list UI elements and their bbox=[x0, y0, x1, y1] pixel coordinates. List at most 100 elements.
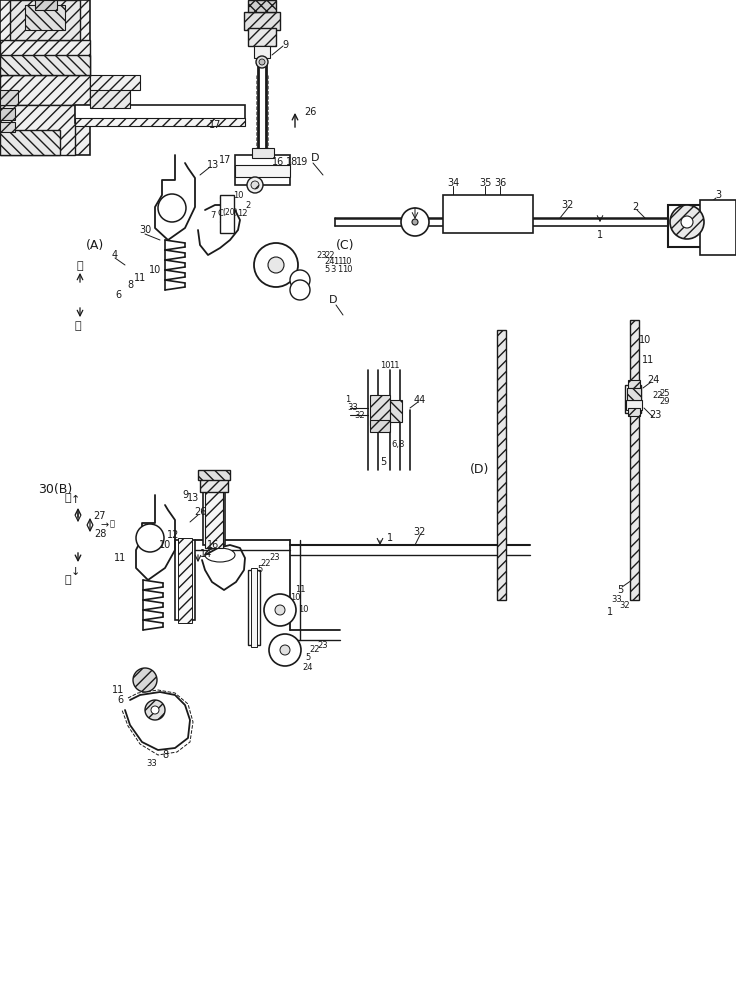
Circle shape bbox=[136, 524, 164, 552]
Circle shape bbox=[259, 59, 265, 65]
Text: 22: 22 bbox=[653, 390, 663, 399]
Text: 10: 10 bbox=[149, 265, 161, 275]
Text: 7: 7 bbox=[210, 211, 216, 220]
Bar bbox=[254, 46, 270, 58]
Text: 26: 26 bbox=[194, 507, 206, 517]
Text: 34: 34 bbox=[447, 178, 459, 188]
Bar bbox=[497, 330, 506, 600]
Bar bbox=[628, 408, 640, 416]
Text: (D): (D) bbox=[470, 464, 489, 477]
Text: 16: 16 bbox=[272, 157, 284, 167]
Text: 噌: 噌 bbox=[110, 520, 115, 528]
Bar bbox=[625, 385, 641, 413]
Text: 10: 10 bbox=[380, 360, 390, 369]
Text: 14: 14 bbox=[200, 549, 212, 559]
Text: 10: 10 bbox=[341, 257, 351, 266]
Text: 4: 4 bbox=[112, 250, 118, 260]
Circle shape bbox=[412, 219, 418, 225]
Text: 1: 1 bbox=[597, 230, 603, 240]
Circle shape bbox=[256, 56, 268, 68]
Bar bbox=[248, 0, 276, 12]
Text: 32: 32 bbox=[562, 200, 574, 210]
Text: 28: 28 bbox=[93, 529, 106, 539]
Text: 8: 8 bbox=[162, 750, 168, 760]
Bar bbox=[178, 538, 192, 623]
Bar bbox=[251, 568, 257, 647]
Text: 19: 19 bbox=[296, 157, 308, 167]
Bar bbox=[203, 490, 225, 545]
Text: 16: 16 bbox=[207, 540, 219, 550]
Text: 26: 26 bbox=[304, 107, 316, 117]
Text: 5: 5 bbox=[617, 585, 623, 595]
Bar bbox=[626, 400, 642, 410]
Text: 22: 22 bbox=[325, 250, 336, 259]
Text: 30: 30 bbox=[139, 225, 151, 235]
Bar bbox=[220, 195, 234, 233]
Text: 11: 11 bbox=[112, 685, 124, 695]
Text: 2: 2 bbox=[632, 202, 638, 212]
Bar bbox=[198, 470, 230, 480]
Bar bbox=[248, 28, 276, 46]
Text: 1: 1 bbox=[337, 265, 343, 274]
Circle shape bbox=[268, 257, 284, 273]
Text: 23: 23 bbox=[316, 250, 328, 259]
Text: 33: 33 bbox=[612, 595, 623, 604]
Bar bbox=[668, 205, 736, 247]
Bar bbox=[0, 55, 90, 75]
Text: 6,8: 6,8 bbox=[392, 440, 405, 450]
Bar bbox=[390, 400, 402, 422]
Text: 22: 22 bbox=[261, 558, 272, 568]
Text: 減: 減 bbox=[74, 321, 81, 331]
Text: 6: 6 bbox=[115, 290, 121, 300]
Bar bbox=[235, 155, 290, 185]
Text: 10: 10 bbox=[159, 540, 171, 550]
Text: 10: 10 bbox=[298, 605, 308, 614]
Text: 1: 1 bbox=[387, 533, 393, 543]
Bar bbox=[0, 105, 75, 155]
Text: →: → bbox=[101, 520, 109, 530]
Text: C: C bbox=[217, 209, 223, 218]
Bar bbox=[0, 40, 90, 95]
Text: 33: 33 bbox=[347, 403, 358, 412]
Text: 32: 32 bbox=[414, 527, 426, 537]
Text: 17: 17 bbox=[209, 120, 222, 130]
Text: 3: 3 bbox=[715, 190, 721, 200]
Bar bbox=[370, 395, 390, 425]
Text: 5: 5 bbox=[305, 654, 311, 662]
Text: 11: 11 bbox=[642, 355, 654, 365]
Text: (C): (C) bbox=[336, 238, 354, 251]
Text: 9: 9 bbox=[182, 490, 188, 500]
Text: 10: 10 bbox=[233, 190, 244, 200]
Circle shape bbox=[145, 700, 165, 720]
Text: 17: 17 bbox=[219, 155, 231, 165]
Circle shape bbox=[275, 605, 285, 615]
Bar bbox=[75, 118, 245, 126]
Bar bbox=[248, 570, 260, 645]
Text: 減: 減 bbox=[65, 575, 71, 585]
Text: 8: 8 bbox=[127, 280, 133, 290]
Text: (20): (20) bbox=[222, 209, 238, 218]
Text: 5: 5 bbox=[380, 457, 386, 467]
Bar bbox=[252, 148, 274, 158]
Text: 11: 11 bbox=[333, 257, 343, 266]
Text: 44: 44 bbox=[414, 395, 426, 405]
Circle shape bbox=[401, 208, 429, 236]
Circle shape bbox=[251, 181, 259, 189]
Text: 24: 24 bbox=[647, 375, 659, 385]
Bar bbox=[0, 0, 90, 155]
Text: 噌: 噌 bbox=[77, 261, 83, 271]
Text: 6: 6 bbox=[117, 695, 123, 705]
Bar bbox=[630, 320, 639, 600]
Circle shape bbox=[681, 216, 693, 228]
Bar bbox=[90, 88, 130, 108]
Text: 1: 1 bbox=[345, 395, 350, 404]
Bar bbox=[205, 488, 223, 548]
Text: 29: 29 bbox=[659, 397, 670, 406]
Text: 23: 23 bbox=[269, 554, 280, 562]
Text: 22: 22 bbox=[310, 646, 320, 654]
Bar bbox=[25, 5, 65, 30]
Text: 10: 10 bbox=[342, 265, 353, 274]
Bar bbox=[0, 122, 15, 132]
Text: 23: 23 bbox=[649, 410, 661, 420]
Circle shape bbox=[254, 243, 298, 287]
